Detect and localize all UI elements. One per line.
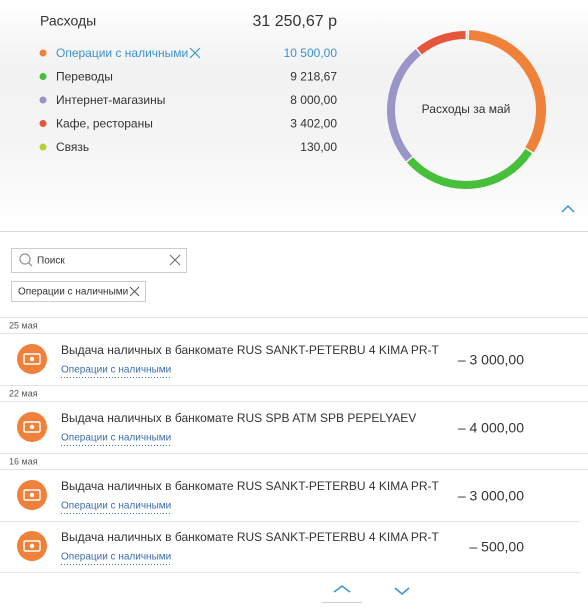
transaction-category[interactable]: Операции с наличными (61, 552, 171, 563)
group-date: 16 мая (9, 456, 38, 466)
transaction-amount: – 3 000,00 (458, 352, 524, 368)
search-placeholder: Поиск (37, 256, 65, 267)
legend-dot (40, 97, 47, 104)
transaction-icon (30, 493, 34, 497)
filter-chip-label: Операции с наличными (18, 287, 128, 298)
transaction-description[interactable]: Выдача наличных в банкомате RUS SANKT-PE… (61, 343, 440, 357)
legend-value: 3 402,00 (290, 117, 337, 131)
legend-dot (40, 144, 47, 151)
transaction-icon (30, 544, 34, 548)
legend-label[interactable]: Интернет-магазины (56, 93, 165, 107)
transaction-category[interactable]: Операции с наличными (61, 365, 171, 376)
legend-dot (40, 120, 47, 127)
transaction-amount: – 4 000,00 (458, 420, 524, 436)
transaction-icon (30, 425, 34, 429)
legend-value: 10 500,00 (284, 46, 338, 60)
legend-label[interactable]: Кафе, рестораны (56, 117, 153, 131)
legend-value: 130,00 (300, 140, 337, 154)
legend-label[interactable]: Связь (56, 140, 89, 154)
transaction-amount: – 500,00 (470, 539, 525, 555)
summary-total: 31 250,67 р (252, 13, 337, 30)
legend-label[interactable]: Операции с наличными (56, 46, 188, 60)
transaction-category[interactable]: Операции с наличными (61, 433, 171, 444)
transaction-amount: – 3 000,00 (458, 488, 524, 504)
transaction-description[interactable]: Выдача наличных в банкомате RUS SPB ATM … (61, 411, 416, 425)
group-date: 25 мая (9, 320, 38, 330)
legend-dot (40, 73, 47, 80)
transaction-description[interactable]: Выдача наличных в банкомате RUS SANKT-PE… (61, 479, 440, 493)
transaction-icon (30, 357, 34, 361)
transaction-category[interactable]: Операции с наличными (61, 501, 171, 512)
scroll-up[interactable] (334, 586, 350, 592)
legend-dot (40, 50, 47, 57)
legend-label[interactable]: Переводы (56, 70, 113, 84)
summary-title: Расходы (40, 13, 96, 29)
scroll-down[interactable] (395, 588, 409, 594)
donut-center-label: Расходы за май (422, 102, 511, 116)
transaction-description[interactable]: Выдача наличных в банкомате RUS SANKT-PE… (61, 530, 440, 544)
legend-value: 9 218,67 (290, 70, 337, 84)
group-date: 22 мая (9, 388, 38, 398)
legend-value: 8 000,00 (290, 93, 337, 107)
